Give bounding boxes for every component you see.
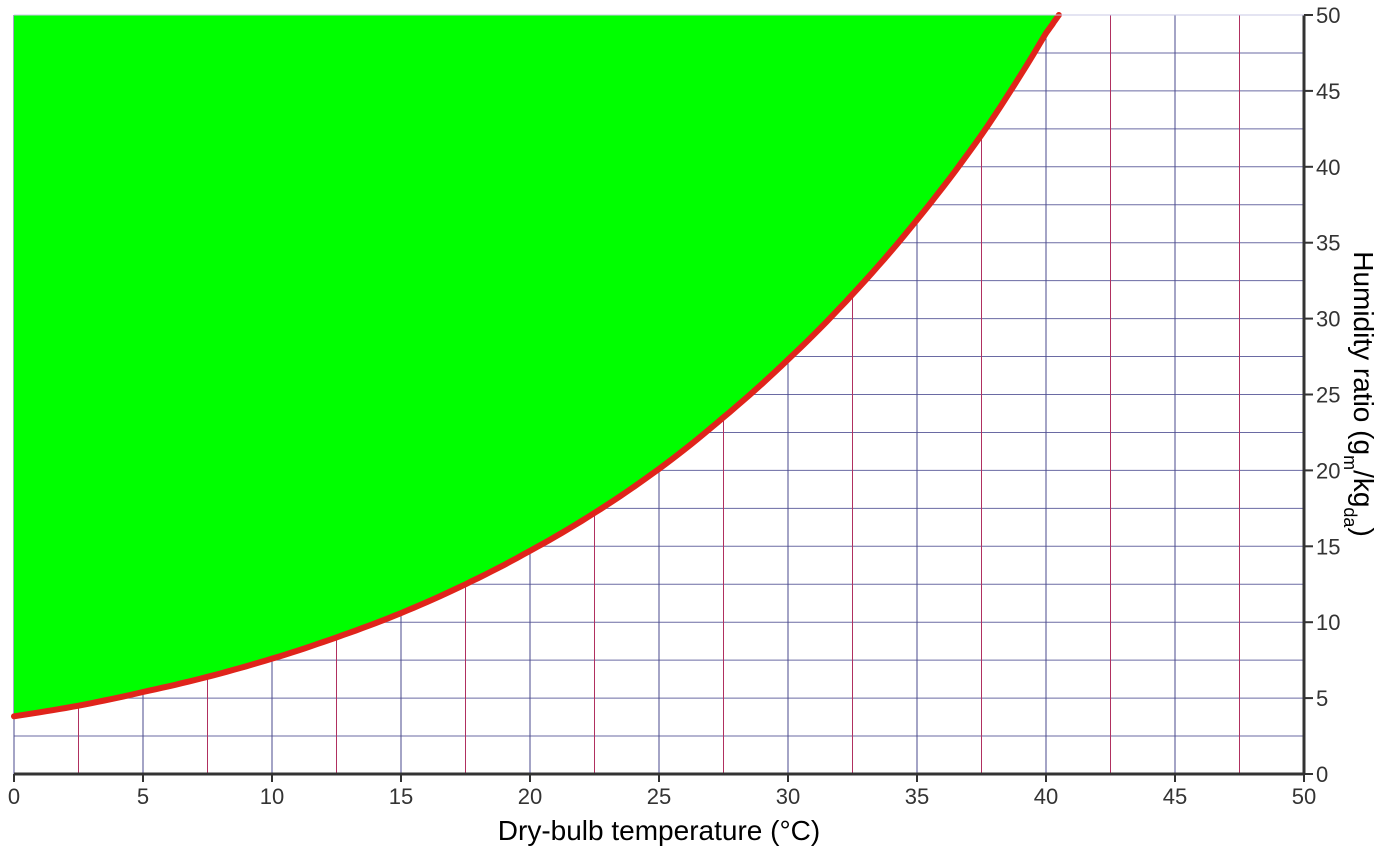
y-axis-title-mid: /kg	[1348, 470, 1379, 507]
x-axis-title: Dry-bulb temperature (°C)	[498, 815, 820, 846]
x-tick-label: 20	[518, 784, 542, 809]
y-axis-title-prefix: Humidity ratio (g	[1348, 251, 1379, 455]
y-tick-label: 5	[1316, 686, 1328, 711]
y-axis-title-suffix: )	[1348, 527, 1379, 536]
x-tick-label: 5	[137, 784, 149, 809]
y-axis-title-sub1: m	[1340, 455, 1360, 470]
y-tick-label: 0	[1316, 762, 1328, 787]
axes	[13, 14, 1313, 782]
y-axis-title: Humidity ratio (gm/kgda)	[1340, 251, 1379, 537]
fill-overlay	[14, 15, 1059, 717]
saturation-curve	[11, 12, 1062, 720]
x-tick-label: 15	[389, 784, 413, 809]
y-tick-label: 40	[1316, 155, 1340, 180]
x-tick-labels: 0 5 10 15 20 25 30 35 40 45 50	[8, 784, 1316, 809]
x-tick-label: 50	[1292, 784, 1316, 809]
y-tick-labels: 0 5 10 15 20 25 30 35 40 45 50	[1316, 3, 1340, 787]
x-tick-label: 30	[776, 784, 800, 809]
vertical-gridlines	[13, 15, 1305, 774]
y-tick-label: 10	[1316, 610, 1340, 635]
y-tick-label: 25	[1316, 383, 1340, 408]
y-tick-label: 30	[1316, 307, 1340, 332]
y-tick-label: 15	[1316, 534, 1340, 559]
x-tick-label: 40	[1034, 784, 1058, 809]
saturation-curve-layer	[11, 12, 1062, 720]
y-tick-label: 35	[1316, 231, 1340, 256]
x-tick-label: 25	[647, 784, 671, 809]
x-tick-label: 10	[260, 784, 284, 809]
x-tick-label: 45	[1163, 784, 1187, 809]
x-tick-label: 0	[8, 784, 20, 809]
y-tick-label: 20	[1316, 458, 1340, 483]
y-tick-label: 45	[1316, 79, 1340, 104]
x-tick-label: 35	[905, 784, 929, 809]
y-axis-title-sub2: da	[1340, 507, 1360, 528]
y-tick-label: 50	[1316, 3, 1340, 28]
